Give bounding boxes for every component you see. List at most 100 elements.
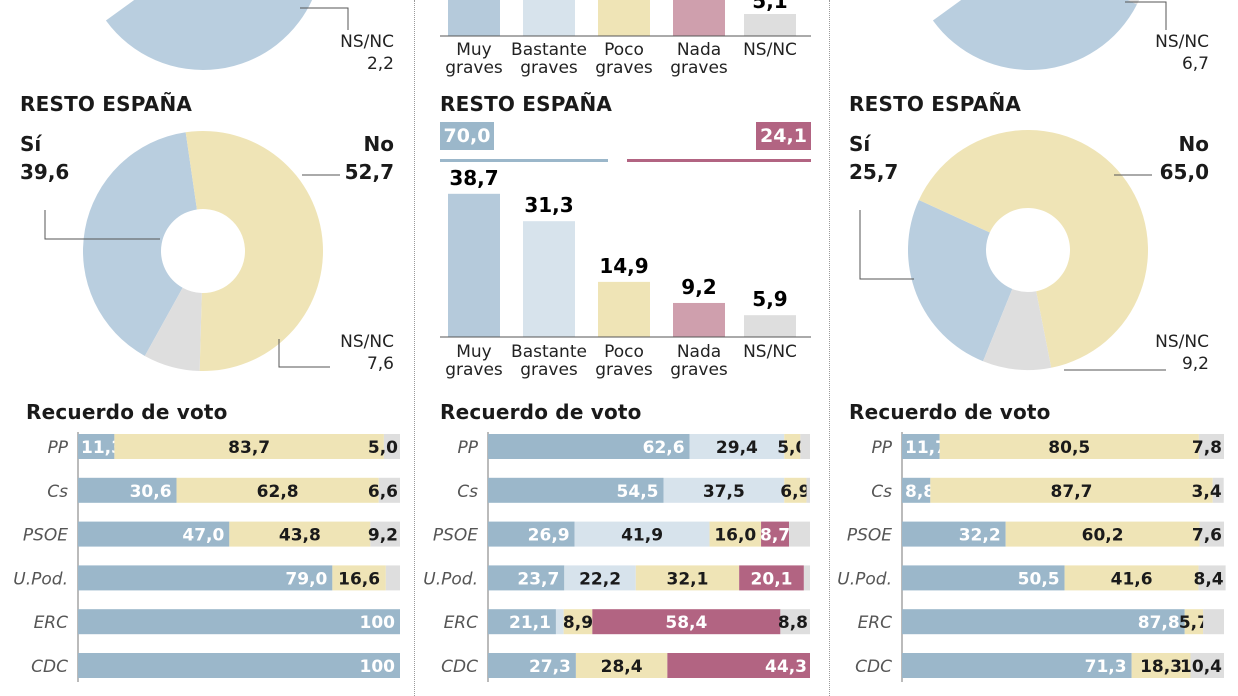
mid-rec-seg-label-2-0: 26,9 [528,526,570,546]
mid-rec-seg-label-2-1: 41,9 [621,526,663,546]
right-nsnc-label: NS/NC [1155,332,1209,352]
mid-sum-right-badge: 24,1 [756,122,811,150]
right-rec-party-label-3: U.Pod. [837,569,892,589]
mid-rec-seg-label-3-1: 22,2 [579,569,621,589]
left-rec-seg-1-0 [78,477,177,503]
left-donut-slice-0 [83,132,197,356]
mid-rec-seg-0-1 [689,434,785,459]
mid-rec-seg-2-4 [789,521,810,547]
middle-column: 5,1 Muy graves Bastante graves Poco graves Nada… [418,0,828,696]
mid-top-bar-1 [523,0,575,36]
left-top-nsnc-value: 2,2 [366,54,394,74]
mid-rec-seg-5-0 [488,653,576,678]
left-rec-seg-0-2 [383,434,400,459]
left-recuerdo-chart: PP 11,3 83,7 5,0 Cs 30,6 62,8 6,6 PSOE 47,0 43,8 9,… [13,432,400,682]
right-rec-seg-1-1 [930,477,1213,503]
left-rec-seg-label-1-1: 62,8 [257,482,299,502]
right-column: NS/NC 6,7 RESTO ESPAÑA Sí 25,7 No 65,0 N… [830,0,1238,696]
mid-rec-seg-1-1 [663,477,785,503]
left-nsnc-label: NS/NC [340,332,394,352]
left-rec-seg-5-0 [78,653,400,678]
left-rec-party-label-2: PSOE [23,526,68,546]
mid-sum-left-line [440,159,608,162]
right-rec-party-label-0: PP [871,438,892,458]
mid-rec-seg-2-0 [488,521,575,547]
left-rec-seg-label-2-0: 47,0 [182,526,224,546]
mid-rec-seg-label-5-3: 44,3 [765,657,807,677]
right-rec-seg-3-0 [902,565,1065,591]
right-rec-party-label-4: ERC [858,613,893,633]
mid-top-cat-label-2-a: Poco [604,40,644,60]
mid-bar-value-label-4: 5,9 [752,287,787,311]
mid-bar-3 [673,302,725,337]
mid-bar-cat-label-2-a: Poco [604,342,644,362]
right-rec-seg-0-1 [939,434,1199,459]
right-rec-seg-3-2 [1198,565,1226,591]
mid-rec-seg-label-3-3: 20,1 [751,569,793,589]
right-rec-seg-2-2 [1199,521,1224,547]
left-no-label: No [363,132,394,156]
right-donut-chart [859,130,1166,371]
right-rec-seg-label-3-0: 50,5 [1018,569,1060,589]
mid-rec-party-label-3: U.Pod. [423,569,478,589]
mid-rec-seg-label-4-3: 58,4 [665,613,707,633]
right-rec-seg-4-2 [1203,609,1224,635]
mid-sum-left-badge: 70,0 [440,122,494,150]
right-rec-seg-5-1 [1131,653,1191,678]
mid-rec-seg-label-2-3: 8,7 [760,526,790,546]
left-top-nsnc-label: NS/NC [340,32,394,52]
mid-rec-seg-label-5-0: 27,3 [529,657,571,677]
right-resto-title: RESTO ESPAÑA [849,92,1022,116]
right-rec-seg-0-2 [1198,434,1224,459]
left-rec-seg-3-1 [332,565,386,591]
mid-rec-seg-label-5-2: 28,4 [601,657,643,677]
mid-rec-party-label-5: CDC [441,657,478,677]
left-column: NS/NC 2,2 RESTO ESPAÑA Sí 39,6 No 52,7 N… [0,0,410,696]
mid-bar-cat-label-1-b: graves [520,360,578,380]
left-si-label: Sí [20,132,42,156]
right-rec-seg-4-0 [902,609,1185,635]
mid-top-cat-label-0-b: graves [445,58,503,78]
mid-rec-seg-3-3 [739,565,804,591]
mid-rec-seg-5-3 [667,653,810,678]
mid-bar-cat-label-2-b: graves [595,360,653,380]
mid-rec-seg-0-0 [488,434,690,459]
right-si-value: 25,7 [849,160,899,184]
mid-recuerdo-chart: PP 62,6 29,4 5,0 Cs 54,5 37,5 6,9 PSOE 26,9 41,9 16… [423,432,810,682]
mid-top-cat-label-1-a: Bastante [511,40,587,60]
mid-sum-right-line [627,159,811,162]
mid-bar-cat-label-0-b: graves [445,360,503,380]
mid-rec-seg-4-2 [563,609,593,635]
mid-top-bar-4 [744,14,796,36]
mid-rec-seg-label-1-1: 37,5 [703,482,745,502]
right-rec-seg-3-1 [1064,565,1199,591]
mid-rec-party-label-0: PP [457,438,478,458]
mid-bar-cat-label-3-b: graves [670,360,728,380]
mid-rec-seg-label-2-2: 16,0 [714,526,756,546]
mid-rec-seg-label-0-1: 29,4 [716,438,758,458]
left-rec-seg-1-1 [176,477,379,503]
left-donut-leader-2 [278,339,330,368]
right-recuerdo-chart: PP 11,7 80,5 7,8 Cs 8,8 87,7 3,4 PSOE 32,2 60,2 7,6… [837,432,1226,682]
right-rec-seg-0-0 [902,434,940,459]
mid-top-bar-0 [448,0,500,36]
right-rec-seg-1-2 [1212,477,1224,503]
mid-rec-seg-label-4-2: 8,9 [563,613,593,633]
left-top-slice-si [105,0,313,70]
right-rec-seg-label-5-0: 71,3 [1085,657,1127,677]
left-donut-leader-0 [44,210,160,240]
right-donut-leader-0 [859,210,914,280]
left-rec-party-label-1: Cs [47,482,68,502]
mid-rec-seg-5-2 [575,653,668,678]
mid-bar-value-label-2: 14,9 [599,254,648,278]
right-rec-seg-label-2-0: 32,2 [959,526,1001,546]
right-rec-seg-5-0 [902,653,1132,678]
right-top-nsnc-label: NS/NC [1155,32,1209,52]
left-si-value: 39,6 [20,160,70,184]
left-rec-seg-2-2 [370,521,400,547]
mid-bar-cat-label-4-a: NS/NC [743,342,797,362]
mid-rec-seg-3-1 [564,565,636,591]
mid-bar-2 [598,281,650,337]
right-nsnc-value: 9,2 [1181,354,1209,374]
left-rec-seg-label-3-0: 79,0 [285,569,327,589]
